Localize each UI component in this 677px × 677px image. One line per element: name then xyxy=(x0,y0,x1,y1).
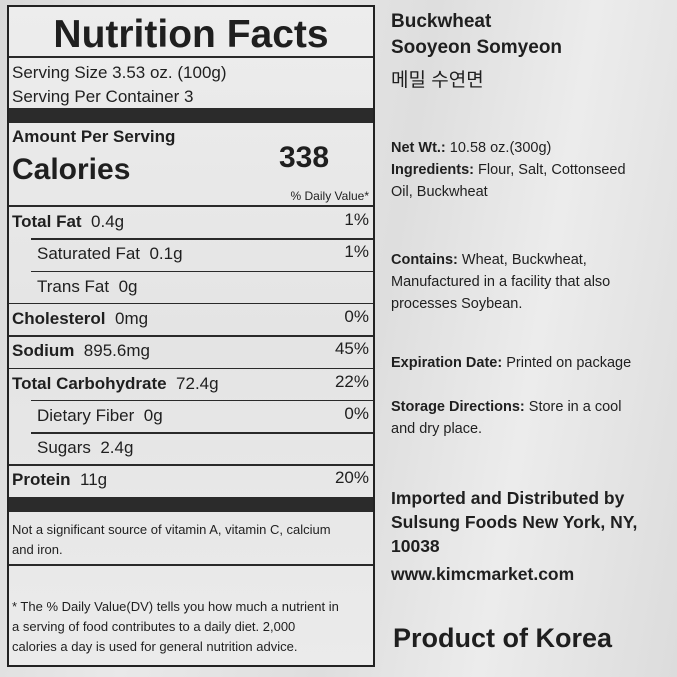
nutrient-daily-value: 20% xyxy=(334,468,369,488)
nutrient-row: Sugars 2.4g xyxy=(9,432,373,464)
amount-per-serving: Amount Per Serving xyxy=(12,127,176,146)
divider xyxy=(31,270,373,273)
storage-directions: Storage Directions: Store in a cool xyxy=(391,399,621,415)
nutrient-amount: 2.4g xyxy=(100,438,134,458)
nutrient-label: Cholesterol 0mg xyxy=(12,309,148,329)
divider xyxy=(31,432,373,434)
daily-value-header: % Daily Value* xyxy=(290,189,369,203)
nutrient-row: Dietary Fiber 0g 0% xyxy=(9,400,373,432)
nutrient-row: Protein 11g 20% xyxy=(9,464,373,496)
importer-line: Imported and Distributed by xyxy=(391,488,625,508)
nutrient-amount: 0g xyxy=(118,276,138,296)
divider xyxy=(31,238,373,240)
nutrient-row: Total Fat 0.4g 1% xyxy=(9,206,373,238)
nutrient-amount: 72.4g xyxy=(176,373,219,393)
nutrient-amount: 0.4g xyxy=(91,212,125,231)
nutrient-label: Total Fat 0.4g xyxy=(12,212,124,232)
nutrient-daily-value: 0% xyxy=(344,306,369,326)
nutrient-row: Total Carbohydrate 72.4g 22% xyxy=(9,368,373,400)
nutrient-name: Dietary Fiber xyxy=(37,405,135,425)
nutrient-daily-value: 1% xyxy=(344,210,369,229)
nutrient-row: Cholesterol 0mg 0% xyxy=(9,303,373,335)
expiration-label: Expiration Date: xyxy=(391,355,503,371)
nutrient-label: Total Carbohydrate 72.4g xyxy=(12,374,219,394)
nutrient-name: Sugars xyxy=(37,438,91,458)
servings-per-container: Serving Per Container 3 xyxy=(12,87,194,106)
website: www.kimcmarket.com xyxy=(391,564,575,584)
nutrition-title: Nutrition Facts xyxy=(53,13,329,56)
nutrient-amount: 895.6mg xyxy=(83,341,150,361)
nutrient-daily-value: 45% xyxy=(334,339,369,359)
ingredients-value: Flour, Salt, Cottonseed xyxy=(473,162,626,178)
product-name-line2: Sooyeon Somyeon xyxy=(391,37,563,58)
nutrient-amount: 0mg xyxy=(114,308,149,328)
nutrient-label: Trans Fat 0g xyxy=(37,277,137,297)
contains: Contains: Wheat, Buckwheat, xyxy=(391,252,587,268)
nutrient-name: Trans Fat xyxy=(37,276,110,296)
divider xyxy=(9,56,373,58)
nutrient-row: Saturated Fat 0.1g 1% xyxy=(9,238,373,270)
storage-line2: and dry place. xyxy=(391,421,483,437)
ingredients-line2: Oil, Buckwheat xyxy=(391,184,488,200)
nutrient-amount: 0g xyxy=(143,405,163,425)
contains-line2: Manufactured in a facility that also xyxy=(391,274,611,290)
contains-label: Contains: xyxy=(391,252,458,268)
vitamin-note-line: and iron. xyxy=(12,542,63,557)
divider xyxy=(9,205,373,207)
nutrient-name: Protein xyxy=(12,470,71,490)
nutrient-name: Sodium xyxy=(12,341,75,361)
nutrient-row: Sodium 895.6mg 45% xyxy=(9,335,373,367)
expiration-value: Printed on package xyxy=(502,355,632,371)
product-name-korean: 메밀 수연면 xyxy=(391,70,484,91)
net-weight-value: 10.58 oz.(300g) xyxy=(445,140,552,156)
divider xyxy=(9,367,373,369)
expiration-date: Expiration Date: Printed on package xyxy=(391,355,631,371)
storage-value: Store in a cool xyxy=(524,399,622,415)
nutrient-name: Cholesterol xyxy=(12,308,106,328)
nutrient-name: Total Carbohydrate xyxy=(12,373,167,393)
storage-label: Storage Directions: xyxy=(391,399,525,415)
divider xyxy=(9,335,373,337)
vitamin-note-line: Not a significant source of vitamin A, v… xyxy=(12,522,331,537)
nutrient-daily-value: 1% xyxy=(344,242,369,262)
divider xyxy=(9,564,373,566)
footnote-line: a serving of food contributes to a daily… xyxy=(12,619,296,634)
net-weight: Net Wt.: 10.58 oz.(300g) xyxy=(391,140,551,156)
importer-line: Sulsung Foods New York, NY, xyxy=(391,512,638,532)
nutrient-row: Trans Fat 0g xyxy=(9,271,373,303)
nutrient-label: Sugars 2.4g xyxy=(37,438,133,458)
contains-value: Wheat, Buckwheat, xyxy=(457,252,587,268)
nutrient-daily-value: 22% xyxy=(334,371,369,391)
ingredients: Ingredients: Flour, Salt, Cottonseed xyxy=(391,162,626,178)
footnote-line: * The % Daily Value(DV) tells you how mu… xyxy=(12,599,339,614)
nutrient-daily-value: 0% xyxy=(344,403,369,423)
net-weight-label: Net Wt.: xyxy=(391,140,446,156)
nutrient-name: Saturated Fat xyxy=(37,244,141,264)
ingredients-label: Ingredients: xyxy=(391,162,474,178)
nutrient-label: Sodium 895.6mg xyxy=(12,341,150,361)
divider xyxy=(31,399,373,402)
calories-value: 338 xyxy=(279,141,330,174)
nutrient-name: Total Fat xyxy=(12,212,82,231)
nutrition-facts-panel: Nutrition Facts Serving Size 3.53 oz. (1… xyxy=(7,5,375,667)
footnote-line: calories a day is used for general nutri… xyxy=(12,639,298,654)
thick-divider xyxy=(9,497,373,512)
serving-size: Serving Size 3.53 oz. (100g) xyxy=(12,63,227,82)
nutrient-label: Saturated Fat 0.1g xyxy=(37,244,183,264)
product-origin: Product of Korea xyxy=(393,623,613,653)
divider xyxy=(9,302,373,305)
calories-label: Calories xyxy=(12,153,131,186)
importer-line: 10038 xyxy=(391,536,440,556)
nutrient-amount: 11g xyxy=(80,470,108,490)
nutrient-label: Protein 11g xyxy=(12,470,107,490)
product-name-line1: Buckwheat xyxy=(391,11,492,32)
thick-divider xyxy=(9,108,373,123)
divider xyxy=(9,464,373,466)
contains-line3: processes Soybean. xyxy=(391,296,523,312)
nutrient-amount: 0.1g xyxy=(149,244,183,264)
nutrient-label: Dietary Fiber 0g xyxy=(37,406,163,426)
